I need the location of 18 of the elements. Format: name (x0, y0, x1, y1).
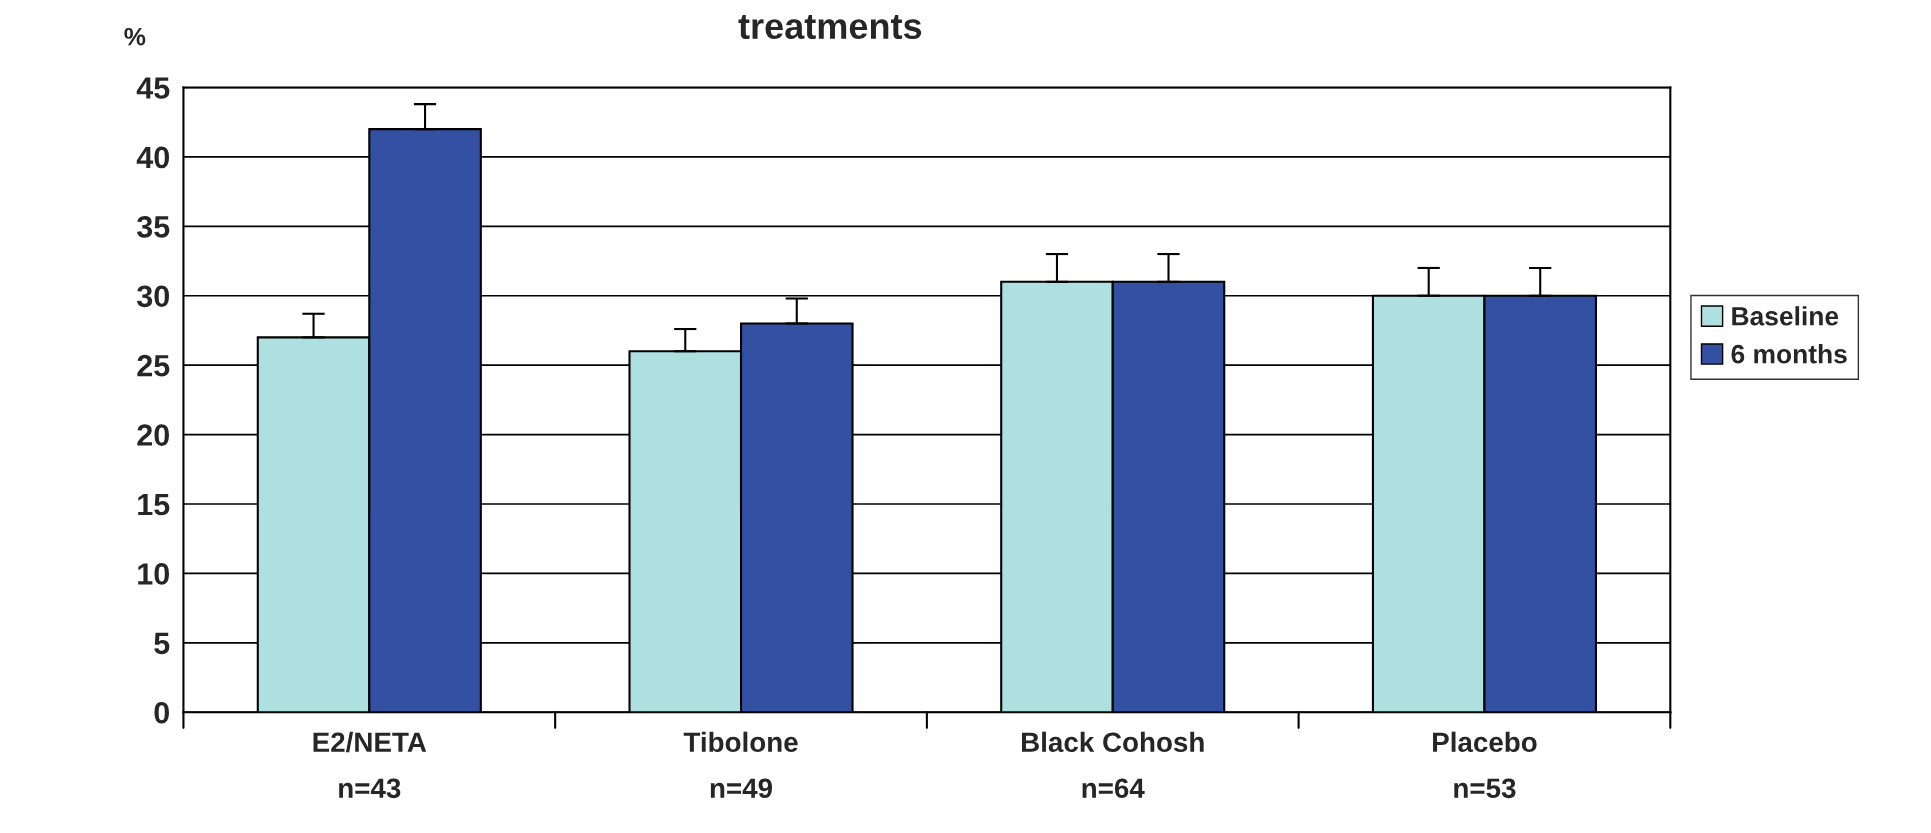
y-tick-label: 20 (137, 424, 169, 446)
legend-label: Baseline (1732, 306, 1839, 326)
x-tick-label: Black Cohosh n=64 (1021, 731, 1204, 799)
y-tick-label: 40 (136, 146, 169, 169)
y-tick-label: 45 (136, 77, 170, 99)
y-tick-label: 5 (154, 632, 170, 655)
y-tick-label: 10 (138, 563, 169, 585)
chart-title: treatments (738, 15, 922, 40)
x-tick-label: Tibolone n=49 (683, 731, 798, 799)
x-tick-label: Placebo n=53 (1433, 731, 1537, 799)
x-tick-label: E2/NETA n=43 (313, 731, 427, 799)
legend-label: 6 months (1731, 344, 1847, 364)
y-tick-label: 0 (154, 701, 169, 724)
y-axis-title: % (124, 27, 146, 46)
y-tick-label: 15 (138, 494, 170, 516)
y-tick-label: 25 (137, 354, 170, 377)
y-tick-label: 30 (136, 285, 169, 308)
y-tick-label: 35 (136, 216, 170, 238)
